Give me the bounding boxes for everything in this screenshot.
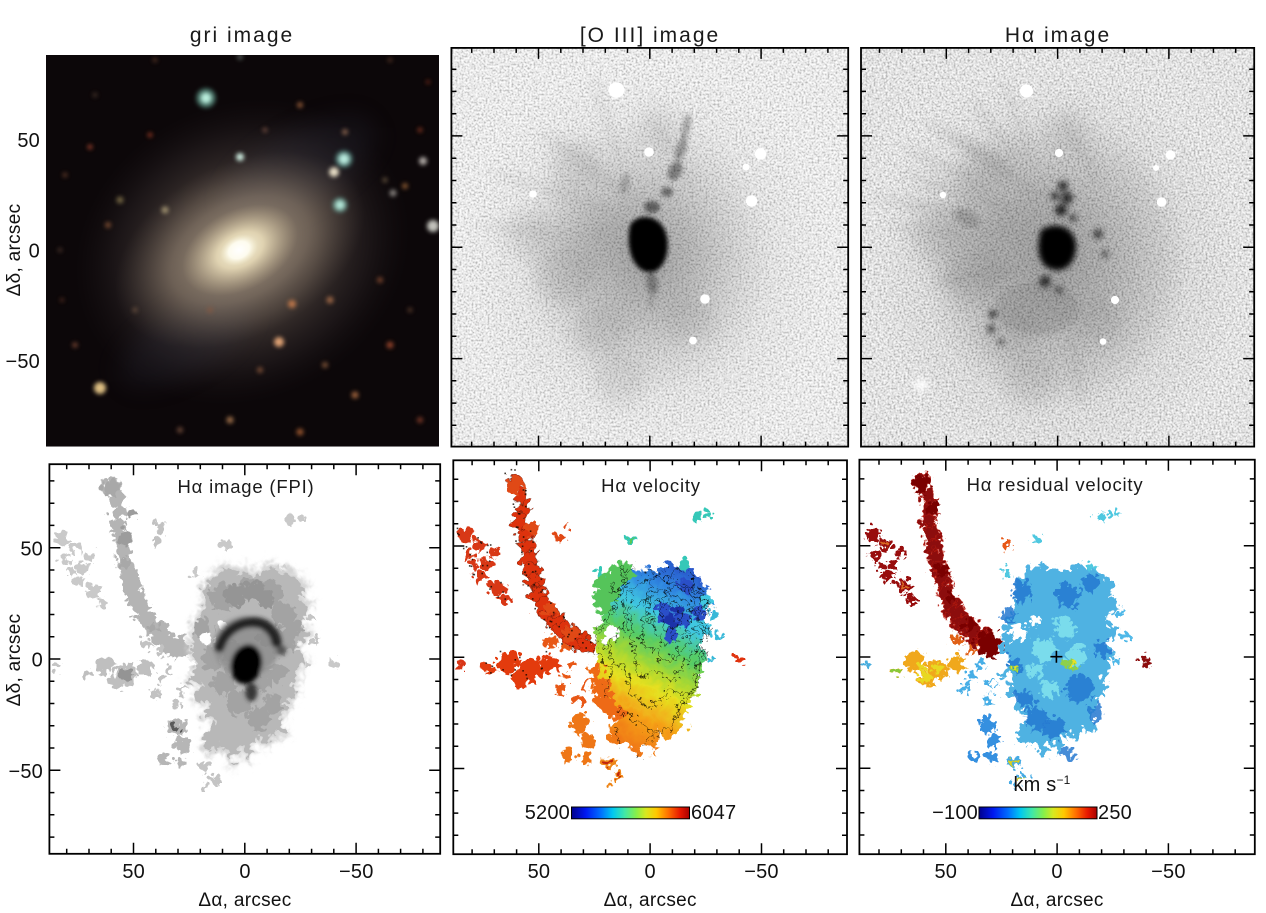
svg-text:0: 0 — [29, 241, 40, 263]
svg-text:50: 50 — [122, 861, 145, 883]
svg-text:−100: −100 — [932, 802, 978, 824]
svg-text:Δα, arcsec: Δα, arcsec — [604, 890, 697, 911]
svg-text:[O III] image: [O III] image — [580, 24, 720, 47]
svg-text:50: 50 — [20, 538, 43, 560]
svg-text:50: 50 — [528, 861, 551, 883]
svg-text:Δδ, arcsec: Δδ, arcsec — [4, 614, 25, 707]
svg-text:0: 0 — [645, 861, 656, 883]
svg-text:0: 0 — [239, 861, 250, 883]
svg-text:5200: 5200 — [525, 802, 570, 824]
svg-text:Hα image: Hα image — [1005, 24, 1111, 47]
svg-text:Hα residual velocity: Hα residual velocity — [967, 474, 1144, 495]
svg-text:gri image: gri image — [190, 24, 294, 47]
svg-text:Hα velocity: Hα velocity — [601, 475, 701, 496]
svg-text:Hα image (FPI): Hα image (FPI) — [177, 476, 314, 497]
svg-text:50: 50 — [17, 130, 40, 152]
svg-text:0: 0 — [32, 650, 43, 672]
svg-text:−50: −50 — [339, 861, 374, 883]
svg-text:6047: 6047 — [691, 802, 736, 824]
svg-text:Δα, arcsec: Δα, arcsec — [198, 890, 291, 911]
svg-text:Δδ, arcsec: Δδ, arcsec — [4, 204, 25, 297]
svg-text:−50: −50 — [8, 761, 43, 783]
svg-text:250: 250 — [1098, 802, 1132, 824]
svg-text:−50: −50 — [744, 861, 779, 883]
svg-text:−50: −50 — [1151, 861, 1186, 883]
svg-text:0: 0 — [1051, 861, 1062, 883]
svg-text:−50: −50 — [5, 351, 40, 373]
svg-text:Δα, arcsec: Δα, arcsec — [1010, 890, 1103, 911]
svg-text:50: 50 — [934, 861, 957, 883]
svg-text:km s−1: km s−1 — [1013, 773, 1070, 796]
